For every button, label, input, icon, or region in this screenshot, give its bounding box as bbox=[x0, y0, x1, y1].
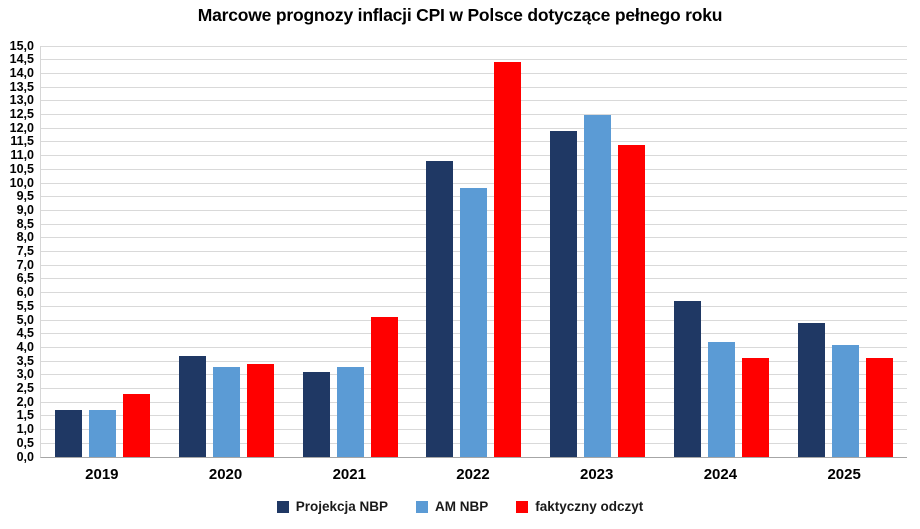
bar-group-2020 bbox=[165, 46, 289, 457]
y-axis-tick-label: 2,0 bbox=[16, 394, 34, 409]
legend: Projekcja NBP AM NBP faktyczny odczyt bbox=[0, 499, 920, 514]
gridline bbox=[41, 182, 907, 184]
gridline bbox=[41, 100, 907, 102]
bar-projekcja-nbp-2021 bbox=[302, 372, 330, 457]
y-axis-tick-label: 10,5 bbox=[9, 161, 34, 176]
y-axis-tick-label: 5,0 bbox=[16, 312, 34, 327]
y-axis-tick-label: 6,5 bbox=[16, 271, 34, 286]
y-axis-tick-label: 5,5 bbox=[16, 298, 34, 313]
y-axis-tick-label: 13,0 bbox=[9, 93, 34, 108]
bar-projekcja-nbp-2019 bbox=[55, 410, 83, 457]
bar-am-nbp-2021 bbox=[336, 366, 364, 457]
y-axis-tick-label: 14,5 bbox=[9, 52, 34, 67]
bar-am-nbp-2020 bbox=[213, 366, 241, 457]
x-axis-label-2023: 2023 bbox=[580, 466, 614, 483]
bar-am-nbp-2025 bbox=[831, 344, 859, 457]
legend-swatch-faktyczny-odczyt bbox=[516, 500, 529, 513]
legend-item-am-nbp: AM NBP bbox=[416, 499, 488, 514]
y-axis-tick-label: 4,0 bbox=[16, 339, 34, 354]
y-axis-tick-label: 8,5 bbox=[16, 216, 34, 231]
y-axis-tick-label: 0,5 bbox=[16, 435, 34, 450]
y-axis: 0,0 0,5 1,0 1,5 2,0 2,5 3,0 3,5 4,0 4,5 5,0 5,5 6,0 6… bbox=[0, 39, 34, 463]
y-axis-tick-label: 14,0 bbox=[9, 65, 34, 80]
legend-label-projekcja-nbp: Projekcja NBP bbox=[295, 499, 388, 514]
bar-am-nbp-2019 bbox=[89, 410, 117, 457]
y-axis-tick-label: 3,0 bbox=[16, 367, 34, 382]
bar-faktyczny-odczyt-2023 bbox=[618, 144, 646, 457]
bar-faktyczny-odczyt-2024 bbox=[741, 358, 769, 457]
y-axis-tick-label: 1,5 bbox=[16, 408, 34, 423]
legend-swatch-am-nbp bbox=[416, 500, 428, 513]
bar-am-nbp-2024 bbox=[707, 341, 735, 457]
gridline bbox=[41, 86, 907, 88]
plot-area bbox=[40, 45, 907, 458]
x-axis-label-2024: 2024 bbox=[703, 466, 738, 483]
gridline bbox=[41, 127, 907, 129]
gridline bbox=[41, 72, 907, 74]
y-axis-tick-label: 1,0 bbox=[16, 422, 34, 437]
bar-faktyczny-odczyt-2019 bbox=[123, 393, 151, 457]
chart-title: Marcowe prognozy inflacji CPI w Polsce d… bbox=[197, 5, 723, 25]
y-axis-tick-label: 0,0 bbox=[16, 449, 34, 464]
gridline bbox=[41, 155, 907, 157]
bar-group-2025 bbox=[783, 46, 907, 457]
y-axis-tick-label: 10,0 bbox=[9, 175, 34, 190]
bar-faktyczny-odczyt-2020 bbox=[247, 363, 275, 457]
legend-label-faktyczny-odczyt: faktyczny odczyt bbox=[535, 499, 644, 514]
bar-projekcja-nbp-2020 bbox=[179, 355, 207, 457]
y-axis-tick-label: 9,5 bbox=[16, 189, 34, 204]
legend-item-faktyczny-odczyt: faktyczny odczyt bbox=[516, 499, 643, 514]
y-axis-tick-label: 7,5 bbox=[16, 244, 34, 258]
x-axis: 2019 2020 2021 2022 2023 2024 2025 bbox=[40, 466, 906, 486]
x-axis-label-2019: 2019 bbox=[85, 466, 119, 483]
y-axis-tick-label: 9,0 bbox=[16, 202, 34, 217]
gridline bbox=[41, 59, 907, 61]
y-axis-tick-label: 7,0 bbox=[16, 257, 34, 272]
bar-projekcja-nbp-2022 bbox=[426, 161, 454, 457]
y-axis-tick-label: 12,5 bbox=[9, 107, 34, 121]
bar-projekcja-nbp-2023 bbox=[550, 130, 578, 457]
legend-label-am-nbp: AM NBP bbox=[435, 499, 489, 514]
gridline bbox=[41, 141, 907, 143]
x-axis-label-2020: 2020 bbox=[208, 466, 243, 483]
bar-group-2021 bbox=[288, 46, 412, 457]
bar-am-nbp-2023 bbox=[584, 114, 612, 457]
bar-group-2019 bbox=[41, 46, 165, 457]
y-axis-tick-label: 8,0 bbox=[16, 230, 34, 245]
x-axis-label-2022: 2022 bbox=[456, 466, 490, 483]
y-axis-tick-label: 11,5 bbox=[10, 134, 34, 149]
gridline bbox=[41, 114, 907, 115]
gridline bbox=[41, 45, 907, 47]
x-axis-label-2021: 2021 bbox=[332, 466, 366, 483]
legend-swatch-projekcja-nbp bbox=[276, 500, 289, 513]
gridline bbox=[41, 168, 907, 170]
y-axis-tick-label: 12,0 bbox=[9, 120, 34, 135]
bar-faktyczny-odczyt-2025 bbox=[865, 358, 893, 457]
x-axis-label-2025: 2025 bbox=[827, 466, 861, 483]
bar-group-2022 bbox=[412, 46, 536, 457]
bar-group-2024 bbox=[660, 46, 784, 457]
y-axis-tick-label: 2,5 bbox=[16, 381, 34, 395]
legend-item-projekcja-nbp: Projekcja NBP bbox=[276, 499, 388, 514]
bar-am-nbp-2022 bbox=[460, 188, 488, 457]
bar-projekcja-nbp-2024 bbox=[673, 300, 701, 457]
y-axis-tick-label: 3,5 bbox=[16, 353, 34, 368]
bar-projekcja-nbp-2025 bbox=[797, 322, 825, 457]
y-axis-tick-label: 6,0 bbox=[16, 285, 34, 300]
bar-faktyczny-odczyt-2022 bbox=[494, 62, 522, 457]
y-axis-tick-label: 11,0 bbox=[10, 148, 34, 163]
y-axis-tick-label: 15,0 bbox=[9, 38, 34, 53]
bar-faktyczny-odczyt-2021 bbox=[370, 317, 398, 457]
y-axis-tick-label: 13,5 bbox=[9, 79, 34, 94]
y-axis-tick-label: 4,5 bbox=[16, 326, 34, 341]
bar-group-2023 bbox=[536, 46, 660, 457]
